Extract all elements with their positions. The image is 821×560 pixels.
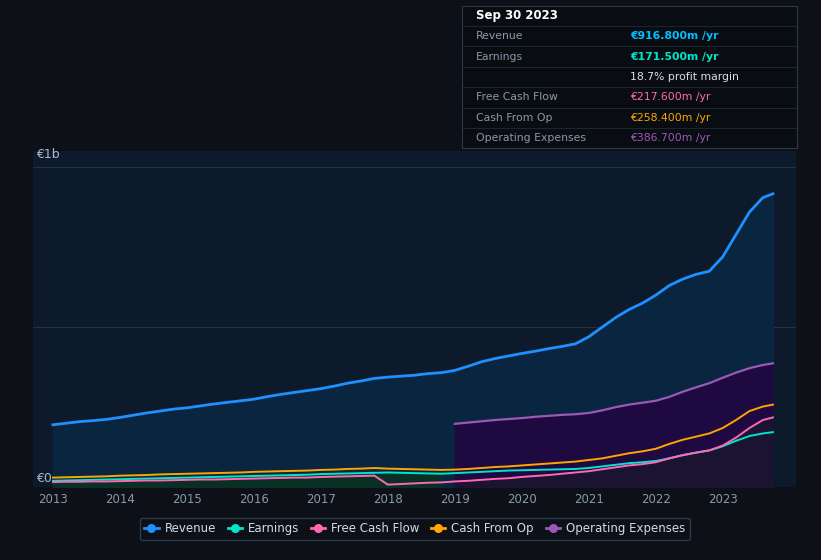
Text: Cash From Op: Cash From Op (475, 113, 552, 123)
Text: €916.800m /yr: €916.800m /yr (630, 31, 718, 41)
Legend: Revenue, Earnings, Free Cash Flow, Cash From Op, Operating Expenses: Revenue, Earnings, Free Cash Flow, Cash … (140, 517, 690, 540)
Text: Sep 30 2023: Sep 30 2023 (475, 10, 557, 22)
Text: €0: €0 (36, 472, 52, 484)
Text: €386.700m /yr: €386.700m /yr (630, 133, 710, 143)
Text: Free Cash Flow: Free Cash Flow (475, 92, 557, 102)
Text: €217.600m /yr: €217.600m /yr (630, 92, 710, 102)
Text: 18.7% profit margin: 18.7% profit margin (630, 72, 739, 82)
Text: €258.400m /yr: €258.400m /yr (630, 113, 710, 123)
Text: €1b: €1b (36, 148, 60, 161)
Text: €171.500m /yr: €171.500m /yr (630, 52, 718, 62)
Text: Operating Expenses: Operating Expenses (475, 133, 585, 143)
Text: Earnings: Earnings (475, 52, 523, 62)
Text: Revenue: Revenue (475, 31, 523, 41)
